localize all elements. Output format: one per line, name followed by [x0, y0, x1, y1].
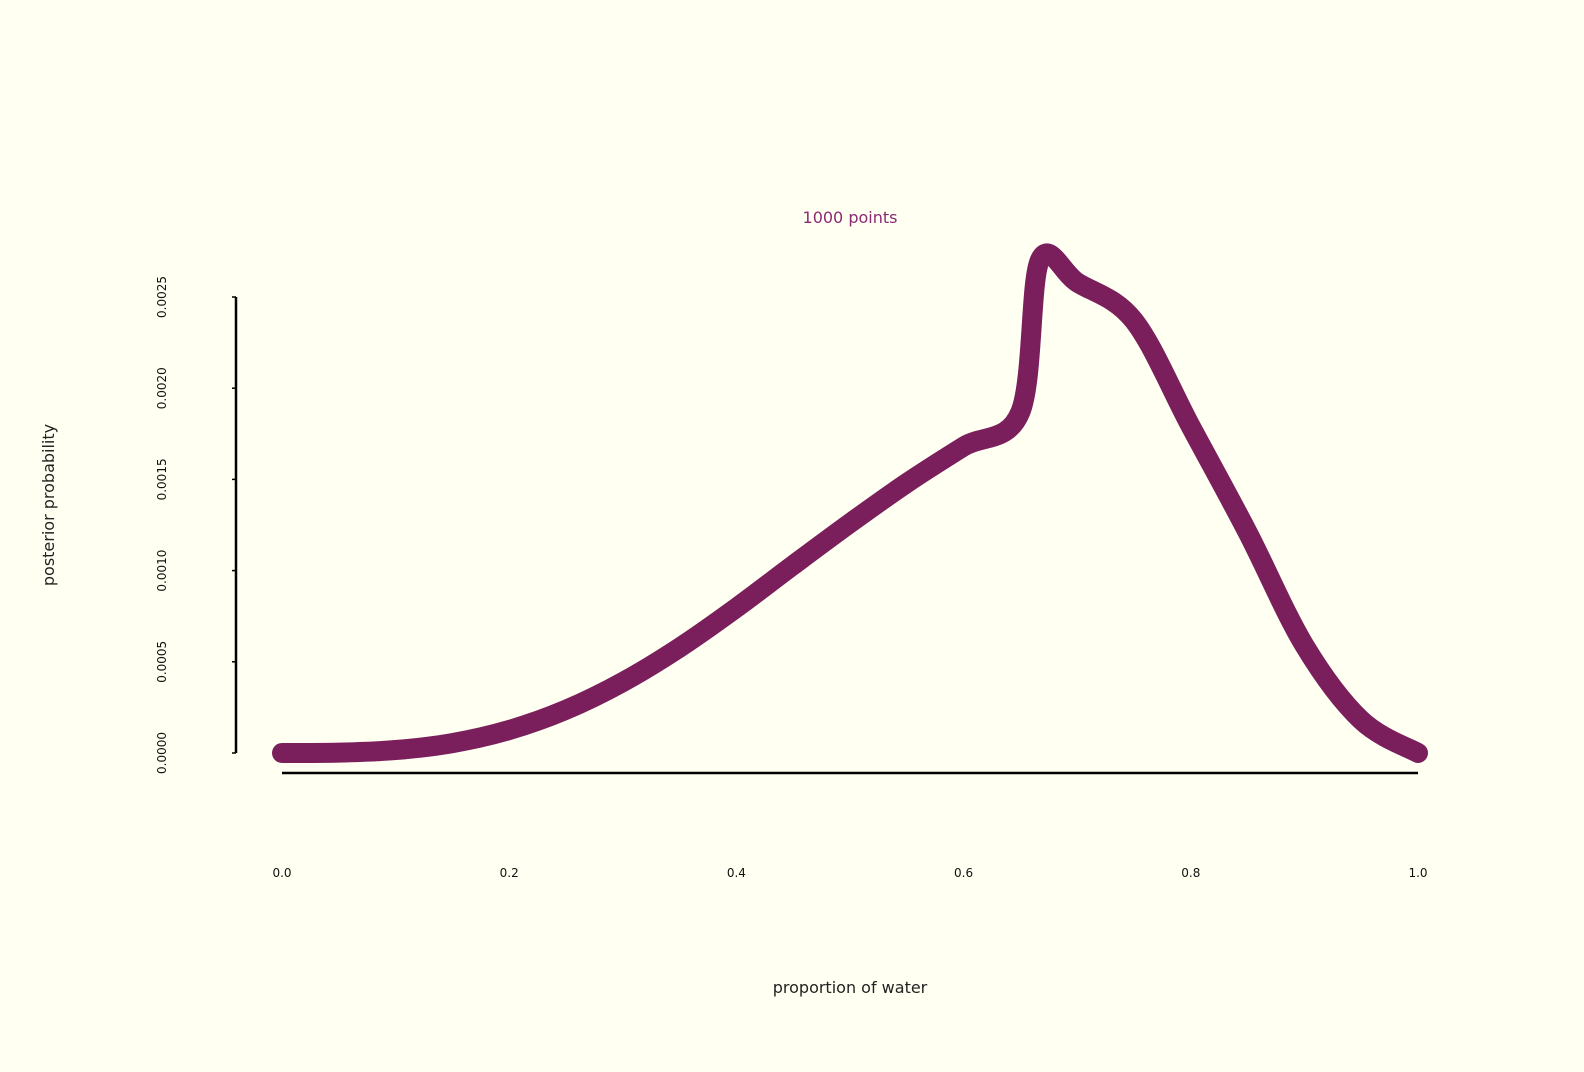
posterior-line [282, 253, 1418, 753]
x-axis-label: proportion of water [773, 978, 928, 997]
x-tick-label: 0.8 [1181, 866, 1200, 880]
y-tick-label: 0.0005 [155, 641, 169, 683]
x-tick-label: 1.0 [1408, 866, 1427, 880]
x-tick-label: 0.4 [727, 866, 746, 880]
y-tick-label: 0.0000 [155, 732, 169, 774]
y-tick-label: 0.0010 [155, 550, 169, 592]
x-axis: 0.0 0.2 0.4 0.6 0.8 1.0 [272, 773, 1427, 880]
y-tick-label: 0.0020 [155, 367, 169, 409]
x-tick-label: 0.2 [500, 866, 519, 880]
y-tick-label: 0.0015 [155, 458, 169, 500]
y-axis-label: posterior probability [39, 424, 58, 586]
y-tick-label: 0.0025 [155, 276, 169, 318]
series-layer [282, 253, 1418, 753]
chart-title: 1000 points [803, 208, 898, 227]
x-tick-label: 0.0 [272, 866, 291, 880]
x-tick-label: 0.6 [954, 866, 973, 880]
y-axis: 0.0000 0.0005 0.0010 0.0015 0.0020 0.0025 [155, 276, 236, 774]
